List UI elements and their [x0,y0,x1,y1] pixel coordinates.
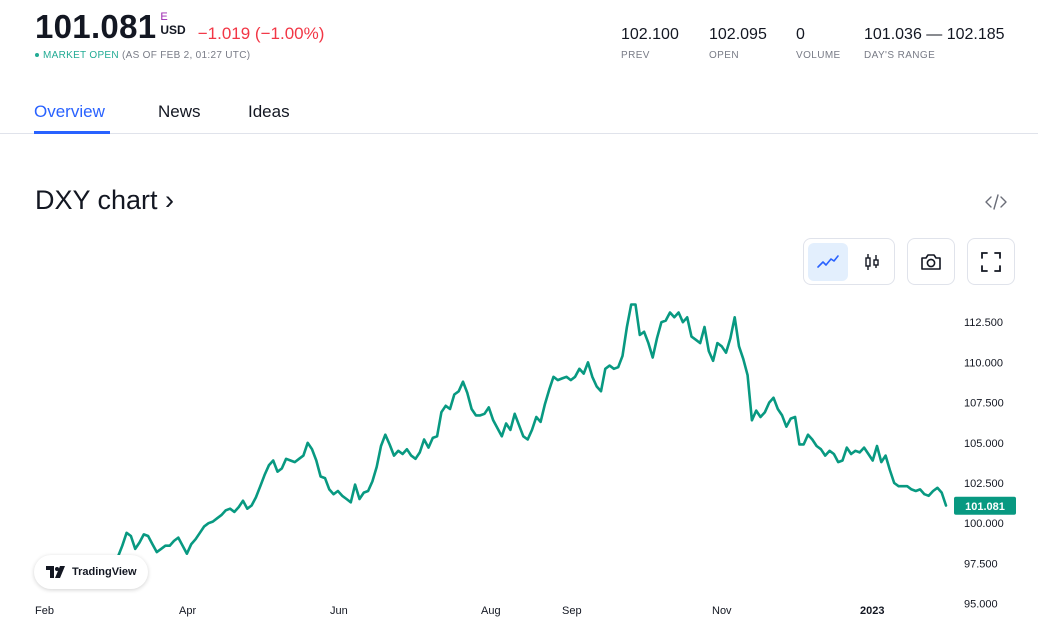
price-row: 101.081 E USD −1.019 (−1.00%) [35,8,324,46]
last-price-label: 101.081 [965,501,1005,513]
line-chart-icon [817,255,839,268]
y-tick-label: 105.000 [964,438,1004,450]
stat-days-range: 101.036 — 102.185 DAY'S RANGE [864,25,1005,61]
y-tick-label: 97.500 [964,558,998,570]
currency-block: E USD [160,11,185,37]
y-tick-label: 95.000 [964,599,998,611]
y-tick-label: 100.000 [964,518,1004,530]
market-status-line: MARKET OPEN (AS OF FEB 2, 01:27 UTC) [35,50,324,61]
y-tick-label: 102.500 [964,478,1004,490]
currency-label: USD [160,23,186,37]
y-tick-label: 112.500 [964,317,1003,329]
stat-volume: 0 VOLUME [796,25,841,61]
fullscreen-button[interactable] [971,243,1011,281]
fullscreen-group [967,238,1015,285]
tab-overview[interactable]: Overview [34,102,105,121]
tab-news[interactable]: News [158,102,201,121]
stat-label: DAY'S RANGE [864,50,936,61]
tradingview-logo-text: TradingView [72,566,137,578]
line-chart-button[interactable] [808,243,848,281]
key-stats: 102.100 PREV 102.095 OPEN 0 VOLUME 101.0… [0,25,1038,65]
candlestick-icon [865,254,879,270]
tab-ideas[interactable]: Ideas [248,102,290,121]
snapshot-button[interactable] [911,243,951,281]
status-dot-icon [35,53,39,58]
candlestick-button[interactable] [852,243,892,281]
stat-label: OPEN [709,50,739,61]
series-line [103,303,948,583]
stat-value: 102.100 [621,26,679,43]
price-change: −1.019 (−1.00%) [197,24,325,43]
as-of-timestamp: (AS OF FEB 2, 01:27 UTC) [122,50,251,61]
x-tick-label: 2023 [860,605,884,617]
symbol-tabs: Overview News Ideas [0,90,1038,134]
code-embed-icon[interactable] [984,192,1008,212]
stat-prev: 102.100 PREV [621,25,679,61]
x-tick-label: Nov [712,605,732,617]
stat-open: 102.095 OPEN [709,25,767,61]
stat-label: VOLUME [796,50,841,61]
x-tick-label: Jun [330,605,348,617]
stat-label: PREV [621,50,650,61]
x-tick-label: Apr [179,605,196,617]
snapshot-group [907,238,955,285]
x-tick-label: Sep [562,605,582,617]
y-tick-label: 107.500 [964,398,1004,410]
active-tab-indicator [34,131,110,134]
x-tick-label: Aug [481,605,501,617]
y-tick-label: 110.000 [964,357,1003,369]
tradingview-logo-icon [46,566,65,578]
stat-value: 0 [796,26,805,43]
last-price-tag [954,496,1016,515]
x-tick-label: Feb [35,605,54,617]
chart-style-toggle [803,238,895,285]
price-chart[interactable]: 95.000 97.500 100.000 102.500 105.000 107.500… [0,290,1038,633]
last-price: 101.081 [35,8,157,45]
quote-block: 101.081 E USD −1.019 (−1.00%) MARKET OPE… [35,8,324,61]
exchange-mark: E [160,11,168,23]
camera-icon [921,254,941,270]
market-status: MARKET OPEN [43,50,119,61]
stat-value: 101.036 — 102.185 [864,26,1005,43]
chart-title-link[interactable]: DXY chart › [35,185,175,215]
stat-value: 102.095 [709,26,767,43]
tradingview-logo[interactable]: TradingView [34,555,148,589]
fullscreen-icon [981,252,1001,272]
